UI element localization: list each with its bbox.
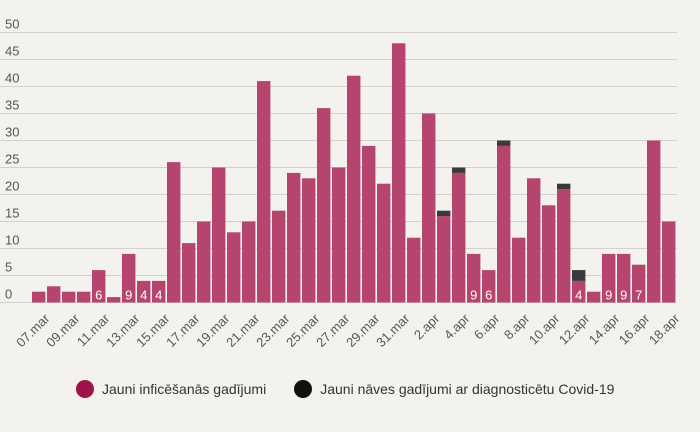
bar-infected[interactable] [332,167,346,303]
bar-infected[interactable] [287,172,301,303]
bar-infected[interactable] [272,210,286,303]
bar-infected[interactable] [512,237,526,303]
bar-infected[interactable] [482,270,496,303]
y-tick-label: 0 [5,287,12,302]
bar-infected[interactable] [362,145,376,303]
bar-infected[interactable] [317,108,331,303]
bar-infected[interactable] [647,140,661,303]
bar-infected[interactable] [542,205,556,303]
bar-infected[interactable] [557,189,571,303]
y-tick-label: 35 [5,98,19,113]
bar-infected[interactable] [197,221,211,303]
infected-legend-marker [76,380,94,398]
bar-infected[interactable] [437,216,451,303]
bar-deaths[interactable] [557,183,571,190]
bar-infected[interactable] [77,291,91,303]
y-tick-label: 45 [5,44,19,59]
bar-deaths[interactable] [572,270,586,281]
x-tick-label: 2.apr [411,310,443,342]
bar-infected[interactable] [167,162,181,303]
y-axis: 0 5 10 15 20 25 30 35 40 45 50 [5,17,19,302]
x-tick-label: 18.apr [646,310,683,347]
bar-infected[interactable] [227,232,241,303]
legend-item-deaths[interactable]: Jauni nāves gadījumi ar diagnosticētu Co… [294,380,614,398]
bar-infected[interactable] [392,43,406,303]
bar-infected[interactable] [47,286,61,303]
bar-value-label: 7 [635,288,642,303]
bar-infected[interactable] [62,291,76,303]
bar-infected[interactable] [422,113,436,303]
bar-infected[interactable] [617,253,631,303]
legend: Jauni inficēšanās gadījumi Jauni nāves g… [76,380,614,398]
bar-infected[interactable] [107,297,121,303]
x-tick-label: 09.mar [43,310,83,350]
bar-infected[interactable] [602,253,616,303]
x-tick-label: 16.apr [616,310,653,347]
y-tick-label: 25 [5,152,19,167]
bar-value-label: 9 [125,288,132,303]
bar-infected[interactable] [257,81,271,303]
x-tick-label: 6.apr [471,310,503,342]
bar-infected[interactable] [92,270,106,303]
x-tick-label: 12.apr [556,310,593,347]
bar-infected[interactable] [377,183,391,303]
bar-value-label: 4 [140,288,147,303]
x-tick-label: 10.apr [526,310,563,347]
bar-infected[interactable] [467,253,481,303]
deaths-legend-marker [294,380,313,398]
bar-infected[interactable] [587,291,601,303]
bar-infected[interactable] [137,280,151,303]
bar-infected[interactable] [347,75,361,303]
bar-infected[interactable] [32,291,46,303]
y-tick-label: 30 [5,125,19,140]
bar-infected[interactable] [572,280,586,303]
bar-infected[interactable] [407,237,421,303]
bar-deaths[interactable] [437,210,451,217]
bar-infected[interactable] [632,264,646,303]
x-axis: 07.mar09.mar11.mar13.mar15.mar17.mar19.m… [13,310,683,350]
bar-value-label: 4 [575,288,582,303]
x-tick-label: 4.apr [441,310,473,342]
bar-deaths[interactable] [497,140,511,146]
legend-label-deaths: Jauni nāves gadījumi ar diagnosticētu Co… [320,381,615,397]
bar-value-label: 9 [605,288,612,303]
y-tick-label: 10 [5,233,19,248]
legend-label-infected: Jauni inficēšanās gadījumi [102,381,267,397]
bar-infected[interactable] [527,178,541,303]
y-tick-label: 5 [5,260,12,275]
bar-deaths[interactable] [452,167,466,173]
bar-infected[interactable] [182,243,196,303]
bar-value-label: 6 [95,288,102,303]
bar-value-label: 9 [620,288,627,303]
y-tick-label: 15 [5,206,19,221]
bar-value-label: 4 [155,288,162,303]
bar-value-label: 6 [485,288,492,303]
bar-value-label: 9 [470,288,477,303]
bar-infected[interactable] [662,221,676,303]
legend-item-infected[interactable]: Jauni inficēšanās gadījumi [76,380,266,398]
bar-infected[interactable] [497,145,511,303]
bar-infected[interactable] [122,253,136,303]
bar-infected[interactable] [152,280,166,303]
bar-infected[interactable] [452,172,466,303]
bar-infected[interactable] [302,178,316,303]
x-tick-label: 31.mar [373,310,413,350]
y-tick-label: 40 [5,71,19,86]
x-tick-label: 14.apr [586,310,623,347]
bar-infected[interactable] [242,221,256,303]
y-tick-label: 50 [5,17,19,32]
y-tick-label: 20 [5,179,19,194]
bar-infected[interactable] [212,167,226,303]
bars [32,43,676,303]
